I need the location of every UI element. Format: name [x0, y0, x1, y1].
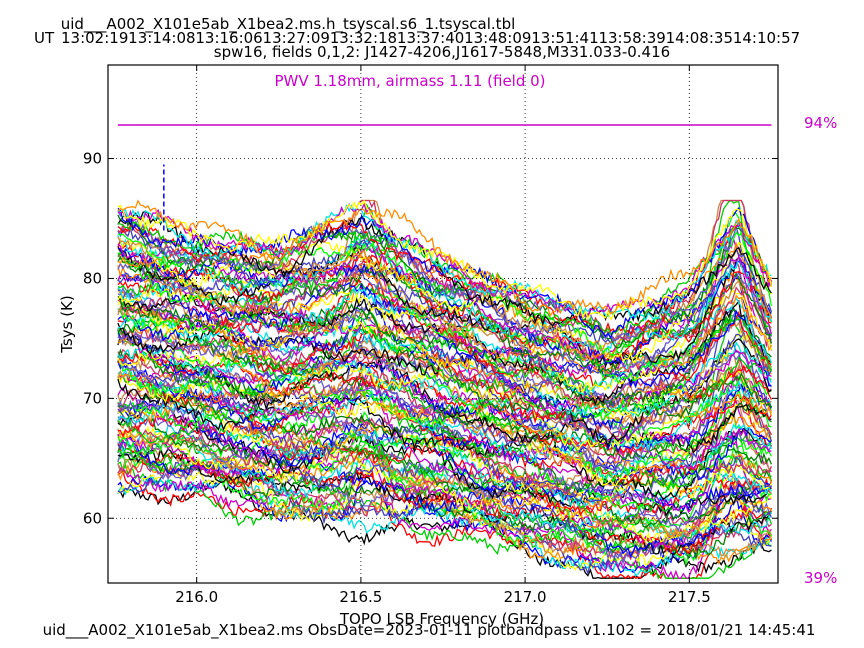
- ut-time: 13:16:06: [195, 29, 262, 47]
- y-tick-label: 80: [83, 269, 102, 287]
- tsys-series: [117, 316, 772, 423]
- tsys-series: [117, 237, 772, 364]
- tsys-series: [117, 414, 772, 532]
- ut-time: 13:02:19: [61, 29, 128, 47]
- tsys-series: [117, 441, 773, 561]
- ut-time: 13:14:08: [128, 29, 195, 47]
- tsys-series: [117, 329, 772, 453]
- tsys-series: [117, 378, 772, 501]
- ut-time: 13:51:41: [531, 29, 598, 47]
- tsys-series: [117, 419, 772, 540]
- series-layer: [117, 199, 773, 580]
- tsys-series: [117, 245, 772, 369]
- ut-time: 13:37:40: [397, 29, 464, 47]
- x-axis-label: TOPO LSB Frequency (GHz): [339, 610, 544, 628]
- x-tick-label: 217.5: [668, 588, 711, 606]
- tsys-series: [117, 202, 773, 320]
- tsys-series: [117, 419, 773, 530]
- tsys-series: [117, 410, 772, 528]
- plot-area: [107, 64, 779, 584]
- pwv-annotation: PWV 1.18mm, airmass 1.11 (field 0): [274, 72, 545, 90]
- y-tick-label: 90: [83, 150, 102, 168]
- tsys-series: [117, 455, 772, 580]
- y-tick-label: 60: [83, 509, 102, 527]
- ut-time: 14:08:35: [666, 29, 733, 47]
- tsys-series: [117, 300, 772, 418]
- x-tick-label: 216.0: [175, 588, 218, 606]
- y-axis-label: Tsys (K): [58, 295, 76, 354]
- tsys-series: [117, 322, 772, 437]
- y-tick-label: 70: [83, 389, 102, 407]
- transmission-bottom-label: 39%: [804, 569, 837, 587]
- tsys-series: [117, 354, 772, 472]
- tsys-series: [117, 248, 772, 375]
- tsys-series: [117, 347, 772, 461]
- tsys-series: [117, 199, 773, 321]
- ut-time: 13:58:39: [598, 29, 665, 47]
- tsys-series: [117, 235, 772, 354]
- plot-frame: [107, 64, 779, 584]
- ut-times: 13:02:19 13:14:08 13:16:06 13:27:09 13:32:18…: [61, 29, 800, 47]
- x-axis-ticks: 216.0 216.5 217.0 217.5: [175, 65, 711, 606]
- transmission-top-label: 94%: [804, 114, 837, 132]
- tsys-series: [117, 262, 772, 409]
- ut-label: UT: [34, 29, 55, 47]
- ut-time: 14:10:57: [733, 29, 800, 47]
- tsys-series: [117, 391, 772, 493]
- footer-text: uid___A002_X101e5ab_X1bea2.ms ObsDate=20…: [43, 621, 816, 640]
- tsys-series: [117, 330, 772, 432]
- tsys-series: [117, 265, 772, 376]
- tsys-series: [117, 346, 773, 452]
- tsys-series: [117, 295, 772, 408]
- tsys-series: [117, 401, 772, 511]
- tsys-series: [117, 327, 772, 446]
- tsys-series: [117, 416, 772, 549]
- ut-time: 13:27:09: [263, 29, 330, 47]
- tsys-series: [117, 394, 772, 502]
- spw-line: spw16, fields 0,1,2: J1427-4206,J1617-58…: [214, 43, 670, 61]
- ut-time: 13:48:09: [464, 29, 531, 47]
- tsys-series: [117, 374, 772, 491]
- tsys-series: [117, 203, 772, 322]
- x-tick-label: 216.5: [339, 588, 382, 606]
- x-tick-label: 217.0: [504, 588, 547, 606]
- table-name: uid___A002_X101e5ab_X1bea2.ms.h_tsyscal.…: [61, 15, 516, 34]
- tsys-series: [117, 199, 772, 318]
- y-axis-ticks: 60 70 80 90: [83, 150, 778, 527]
- tsys-series: [117, 219, 772, 335]
- ut-time: 13:32:18: [330, 29, 397, 47]
- tsys-series: [117, 461, 772, 580]
- tsys-series: [117, 273, 773, 389]
- tsys-series: [117, 371, 772, 514]
